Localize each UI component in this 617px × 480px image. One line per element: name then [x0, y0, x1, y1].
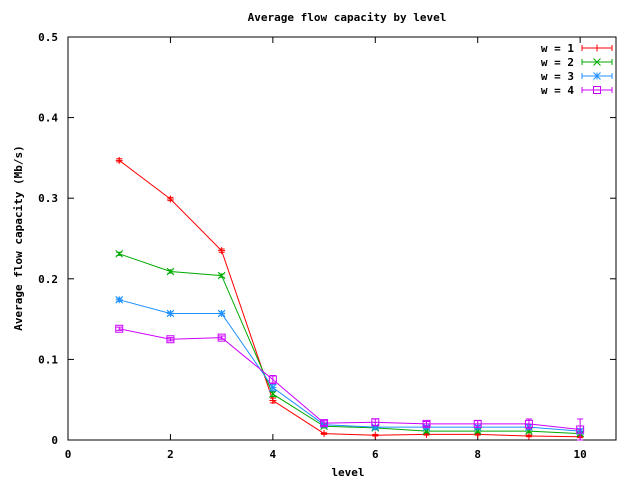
y-axis-label: Average flow capacity (Mb/s) — [12, 145, 25, 330]
data-point — [525, 432, 533, 440]
series-1 — [115, 156, 584, 441]
data-point — [166, 309, 175, 318]
x-tick-label: 10 — [574, 448, 587, 461]
legend: w = 1w = 2w = 3w = 4 — [541, 42, 613, 97]
chart-title: Average flow capacity by level — [248, 11, 447, 24]
x-tick-label: 4 — [270, 448, 277, 461]
y-tick-label: 0 — [51, 434, 58, 447]
legend-label: w = 4 — [541, 84, 574, 97]
data-point — [217, 309, 226, 318]
legend-marker — [593, 58, 601, 66]
y-tick-label: 0.2 — [38, 273, 58, 286]
data-point — [422, 419, 431, 428]
data-point — [217, 271, 226, 280]
data-point — [269, 397, 277, 405]
x-axis-label: level — [331, 466, 364, 479]
axis-ticks: 0 0.1 0.2 0.3 0.4 0.5 0 2 4 6 8 10 — [38, 31, 616, 461]
legend-label: w = 3 — [541, 70, 574, 83]
legend-marker — [593, 44, 601, 52]
plot-frame — [67, 36, 617, 441]
data-point — [320, 419, 329, 428]
legend-marker — [593, 86, 601, 94]
y-tick-label: 0.4 — [38, 112, 58, 125]
y-tick-label: 0.5 — [38, 31, 58, 44]
data-point — [473, 419, 482, 428]
series-4 — [115, 324, 585, 441]
series-layer — [115, 156, 585, 441]
x-tick-label: 6 — [372, 448, 379, 461]
x-tick-label: 8 — [474, 448, 481, 461]
y-tick-label: 0.3 — [38, 192, 58, 205]
series-2-line — [119, 253, 581, 435]
legend-label: w = 1 — [541, 42, 574, 55]
data-point — [269, 383, 277, 392]
data-point — [166, 195, 174, 203]
data-point — [166, 335, 175, 344]
x-tick-label: 0 — [65, 448, 72, 461]
error-bar — [423, 420, 430, 427]
error-bar — [167, 337, 174, 342]
data-point — [217, 333, 226, 342]
data-point — [115, 156, 123, 164]
error-bar — [321, 420, 328, 426]
series-4-line — [119, 328, 581, 430]
error-bar — [577, 418, 584, 441]
x-tick-label: 2 — [167, 448, 174, 461]
legend-label: w = 2 — [541, 56, 574, 69]
data-point — [269, 390, 277, 398]
data-point — [115, 324, 124, 333]
y-tick-label: 0.1 — [38, 353, 58, 366]
data-point — [371, 431, 379, 439]
data-point — [320, 430, 328, 438]
data-point — [218, 247, 226, 255]
series-3 — [115, 295, 585, 435]
data-point — [115, 295, 124, 304]
series-3-line — [119, 299, 581, 432]
series-1-line — [118, 159, 581, 438]
legend-marker — [593, 72, 601, 80]
data-point — [576, 425, 585, 434]
legend-swatch — [581, 87, 613, 93]
data-point — [166, 267, 175, 276]
data-point — [524, 419, 533, 428]
error-bar — [269, 375, 276, 385]
error-bar — [116, 326, 123, 331]
data-point — [115, 249, 124, 258]
series-2 — [115, 249, 585, 438]
data-point — [371, 423, 380, 431]
error-bar — [218, 335, 225, 340]
data-point — [371, 418, 380, 427]
data-point — [268, 375, 277, 384]
